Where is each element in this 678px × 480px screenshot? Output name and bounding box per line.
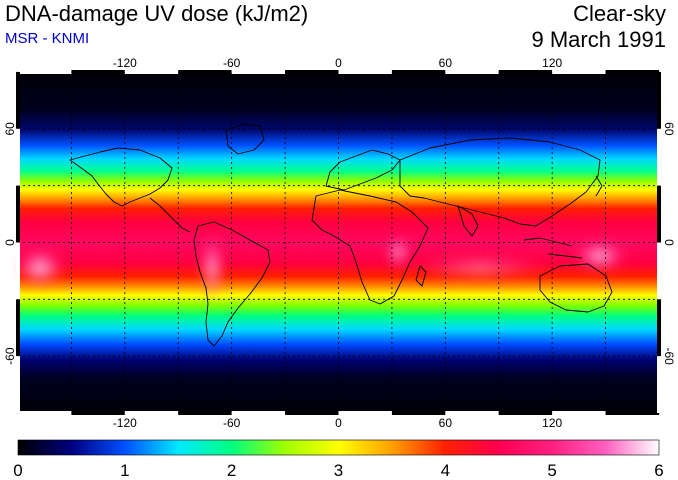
colorbar-ticks: 0 1 2 3 4 5 6: [13, 461, 663, 480]
colorbar-tick-label: 4: [441, 461, 450, 480]
lat-tick-label-left: 60: [3, 122, 17, 136]
frame-bar-top: [339, 70, 392, 74]
lat-tick-label-left: -60: [3, 347, 17, 365]
frame-bar-top: [125, 70, 178, 74]
lat-tick-label-right: -60: [662, 347, 676, 365]
lon-tick-label-top: -60: [223, 56, 241, 70]
lon-tick-label-bottom: 120: [542, 416, 562, 430]
colorbar-tick-label: 1: [120, 461, 129, 480]
lon-tick-label-bottom: -60: [223, 416, 241, 430]
hotspot-east-africa: [388, 236, 408, 268]
lat-tick-label-right: 60: [662, 122, 676, 136]
frame-bar-bottom: [392, 411, 445, 415]
lon-tick-label-top: 60: [439, 56, 453, 70]
frame-bar-bottom: [552, 411, 605, 415]
hotspot-tropical-band: [410, 256, 550, 280]
frame-bar-bottom: [606, 411, 659, 415]
frame-bar-top: [178, 70, 231, 74]
frame-bar-bottom: [445, 411, 498, 415]
lat-tick-label-right: 0: [662, 239, 676, 246]
lon-tick-label-bottom: -120: [113, 416, 137, 430]
frame-bar-right: [657, 72, 661, 129]
lon-tick-label-bottom: 60: [439, 416, 453, 430]
longitude-labels-bottom: -120 -60 0 60 120: [113, 416, 563, 430]
frame-bar-left: [16, 186, 20, 243]
lon-tick-label-top: 0: [335, 56, 342, 70]
frame-bar-top: [606, 70, 659, 74]
colorbar-tick-label: 2: [227, 461, 236, 480]
latitude-labels-right: 60 0 -60: [662, 122, 676, 365]
hotspot-andes: [202, 234, 222, 302]
frame-bar-bottom: [71, 411, 124, 415]
colorbar-tick-label: 5: [547, 461, 556, 480]
longitude-labels-top: -120 -60 0 60 120: [113, 56, 563, 70]
frame-bar-top: [392, 70, 445, 74]
frame-bar-right: [657, 356, 661, 413]
frame-bar-bottom: [232, 411, 285, 415]
frame-bar-right: [657, 299, 661, 356]
frame-bar-top: [18, 70, 71, 74]
frame-bar-left: [16, 129, 20, 186]
hotspot-pacific-west: [574, 242, 626, 270]
frame-bar-right: [657, 129, 661, 186]
frame-bar-left: [16, 243, 20, 300]
frame-bar-left: [16, 72, 20, 129]
frame-bar-bottom: [339, 411, 392, 415]
frame-bar-bottom: [499, 411, 552, 415]
frame-bar-bottom: [125, 411, 178, 415]
lon-tick-label-top: 120: [542, 56, 562, 70]
lat-tick-label-left: 0: [3, 239, 17, 246]
frame-bar-top: [552, 70, 605, 74]
frame-bar-top: [445, 70, 498, 74]
frame-bar-right: [657, 243, 661, 300]
colorbar-tick-label: 3: [334, 461, 343, 480]
frame-bar-top: [232, 70, 285, 74]
frame-bar-top: [499, 70, 552, 74]
lon-tick-label-bottom: 0: [335, 416, 342, 430]
latitude-labels-left: 60 0 -60: [3, 122, 17, 365]
lon-tick-label-top: -120: [113, 56, 137, 70]
frame-bar-right: [657, 186, 661, 243]
frame-bar-top: [71, 70, 124, 74]
frame-bar-bottom: [178, 411, 231, 415]
frame-bar-top: [285, 70, 338, 74]
colorbar-tick-label: 6: [654, 461, 663, 480]
colorbar-tick-label: 0: [13, 461, 22, 480]
frame-bar-bottom: [18, 411, 71, 415]
colorbar-ramp: [18, 440, 659, 455]
hotspot-pacific-east: [16, 250, 64, 286]
colorbar: 0 1 2 3 4 5 6: [13, 440, 663, 480]
uv-dose-map: -120 -60 0 60 120 -120 -60 0 60 120 60 0 -60 60 0 -6…: [3, 56, 676, 430]
frame-bar-bottom: [285, 411, 338, 415]
